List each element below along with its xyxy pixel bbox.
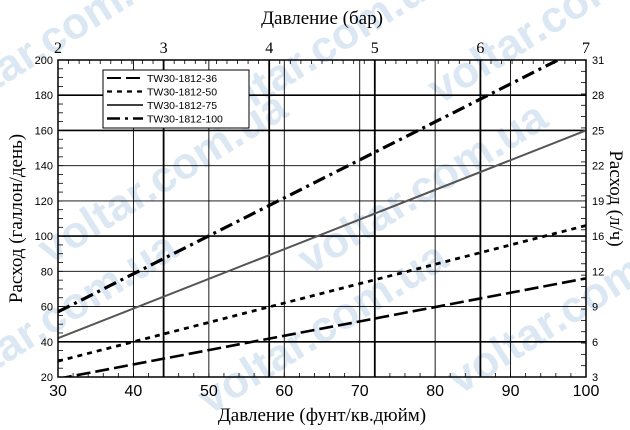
x-top-tick-label: 4 xyxy=(265,40,273,57)
y-tick-label: 20 xyxy=(41,372,53,384)
series-line-TW30-1812-100 xyxy=(58,60,562,314)
series-line-TW30-1812-36 xyxy=(60,277,586,377)
y-tick-label: 160 xyxy=(35,125,53,137)
right-axis-label: Расход (л/ч) xyxy=(605,150,626,246)
x-top-tick-label: 3 xyxy=(160,40,168,57)
y-right-tick-label: 28 xyxy=(592,90,604,102)
watermark-text: voltar.com.ua xyxy=(0,221,186,413)
y-right-tick-label: 3 xyxy=(592,372,598,384)
plot-frame xyxy=(57,59,587,378)
y-right-tick-label: 22 xyxy=(592,161,604,173)
y-right-tick-label: 19 xyxy=(592,196,604,208)
x-top-tick-label: 2 xyxy=(54,40,62,57)
left-axis-label: Расход (галлон/день) xyxy=(6,134,27,303)
x-tick-label: 40 xyxy=(125,383,143,400)
top-axis-label: Давление (бар) xyxy=(261,8,383,29)
x-tick-label: 70 xyxy=(351,383,369,400)
y-right-tick-label: 9 xyxy=(592,302,598,314)
y-right-tick-label: 12 xyxy=(592,266,604,278)
x-tick-label: 30 xyxy=(49,383,67,400)
x-tick-label: 80 xyxy=(426,383,444,400)
x-tick-label: 50 xyxy=(200,383,218,400)
y-tick-label: 80 xyxy=(41,266,53,278)
x-tick-label: 60 xyxy=(275,383,293,400)
series-line-TW30-1812-50 xyxy=(58,224,586,363)
legend-label: TW30-1812-50 xyxy=(147,87,217,99)
y-right-tick-label: 16 xyxy=(592,231,604,243)
y-tick-label: 40 xyxy=(41,337,53,349)
x-top-tick-label: 6 xyxy=(476,40,484,57)
y-tick-label: 140 xyxy=(35,161,53,173)
x-tick-label: 90 xyxy=(502,383,520,400)
y-tick-label: 180 xyxy=(35,90,53,102)
y-right-tick-label: 6 xyxy=(592,337,598,349)
series-line-TW30-1812-75 xyxy=(58,129,586,340)
legend-label: TW30-1812-36 xyxy=(147,73,217,85)
y-tick-label: 200 xyxy=(35,55,53,67)
legend-label: TW30-1812-100 xyxy=(147,114,223,126)
y-right-tick-label: 31 xyxy=(592,55,604,67)
x-tick-label: 100 xyxy=(573,383,600,400)
legend-label: TW30-1812-75 xyxy=(147,100,217,112)
x-top-tick-label: 7 xyxy=(582,40,590,57)
series-lines xyxy=(58,60,586,377)
tick-labels: 2040608010012014016018020036912161922252… xyxy=(35,40,605,400)
y-tick-label: 60 xyxy=(41,302,53,314)
x-top-tick-label: 5 xyxy=(371,40,379,57)
y-tick-label: 100 xyxy=(35,231,53,243)
y-tick-label: 120 xyxy=(35,196,53,208)
y-right-tick-label: 25 xyxy=(592,125,604,137)
bottom-axis-label: Давление (фунт/кв.дюйм) xyxy=(218,405,426,426)
